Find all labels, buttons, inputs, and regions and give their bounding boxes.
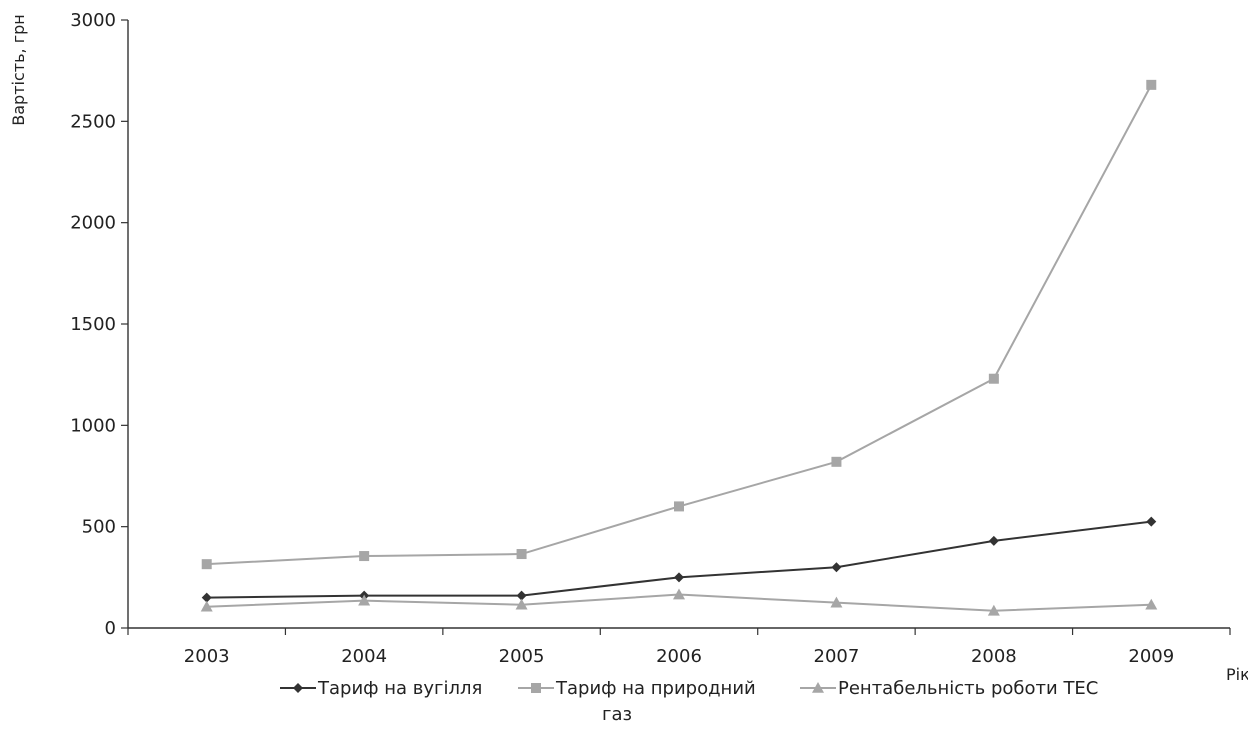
data-point bbox=[830, 596, 843, 608]
data-point bbox=[674, 501, 684, 512]
x-tick-label: 2006 bbox=[656, 646, 702, 667]
legend-item-coal-tariff: Тариф на вугілля bbox=[280, 678, 482, 699]
data-point bbox=[516, 549, 527, 560]
data-point bbox=[201, 592, 212, 603]
legend-marker bbox=[812, 682, 824, 693]
y-tick-label: 1000 bbox=[70, 415, 116, 436]
y-tick-label: 1500 bbox=[70, 314, 116, 335]
x-tick-label: 2008 bbox=[971, 646, 1017, 667]
legend-item-gas-tariff: Тариф на природний газ bbox=[518, 678, 756, 725]
series-layer bbox=[200, 79, 1158, 616]
data-point bbox=[988, 373, 999, 384]
series-gas-tariff bbox=[201, 79, 1157, 570]
y-tick-label: 3000 bbox=[70, 10, 116, 31]
data-point bbox=[988, 535, 999, 546]
legend-label: газ bbox=[602, 704, 632, 725]
legend-label: Тариф на природний bbox=[555, 678, 756, 699]
data-point bbox=[831, 456, 842, 467]
x-tick-label: 2003 bbox=[184, 646, 230, 667]
data-point bbox=[1146, 516, 1157, 527]
data-point bbox=[1146, 79, 1157, 90]
data-point bbox=[831, 562, 842, 573]
data-point bbox=[358, 594, 371, 606]
data-point bbox=[987, 604, 1000, 616]
legend-item-tpp-profitability: Рентабельність роботи ТЕС bbox=[800, 678, 1098, 699]
y-tick-label: 0 bbox=[105, 618, 116, 639]
x-tick-label: 2007 bbox=[814, 646, 860, 667]
series-line bbox=[206, 84, 1153, 566]
data-point bbox=[200, 600, 213, 612]
legend-marker bbox=[531, 683, 541, 693]
legend-label: Тариф на вугілля bbox=[317, 678, 482, 699]
x-tick-label: 2005 bbox=[499, 646, 545, 667]
y-axis-title: Вартість, грн bbox=[9, 14, 28, 125]
series-tpp-profitability bbox=[200, 588, 1158, 616]
y-tick-label: 500 bbox=[82, 517, 116, 538]
data-point bbox=[673, 588, 685, 600]
x-tick-label: 2009 bbox=[1128, 646, 1174, 667]
chart-axes: 0 500 1000 1500 2000 2500 3000 2003 2004 2005 2006… bbox=[9, 10, 1248, 684]
legend-label: Рентабельність роботи ТЕС bbox=[838, 678, 1098, 699]
y-tick-label: 2500 bbox=[70, 111, 116, 132]
data-point bbox=[516, 590, 527, 601]
data-point bbox=[1145, 598, 1158, 610]
x-tick-label: 2004 bbox=[341, 646, 387, 667]
series-line bbox=[206, 520, 1152, 599]
data-point bbox=[359, 551, 370, 562]
data-point bbox=[674, 572, 684, 583]
legend: Тариф на вугілля Тариф на природний газ Рен… bbox=[280, 678, 1098, 725]
y-tick-label: 2000 bbox=[70, 213, 116, 234]
data-point bbox=[201, 559, 212, 570]
legend-marker bbox=[293, 683, 303, 693]
x-axis-title: Рік bbox=[1226, 665, 1248, 684]
data-point bbox=[515, 598, 528, 610]
